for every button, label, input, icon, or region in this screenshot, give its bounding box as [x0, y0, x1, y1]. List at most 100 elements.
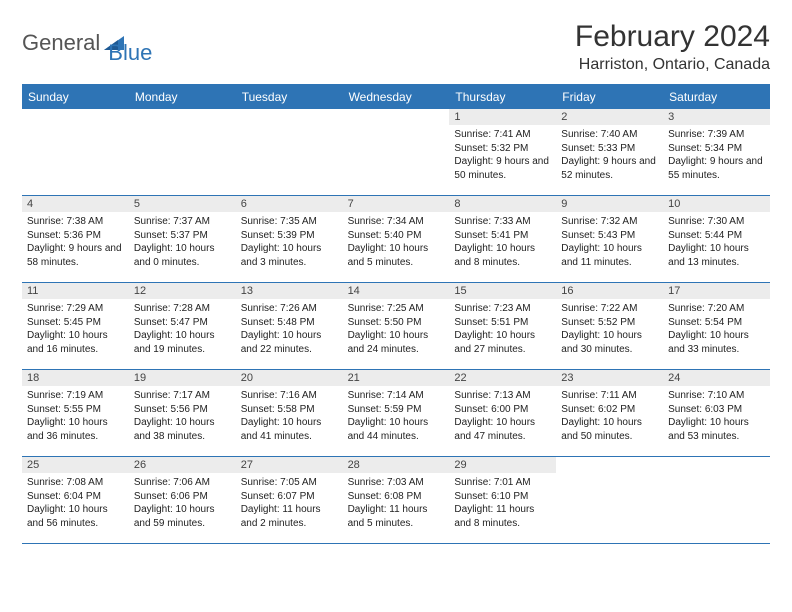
day-cell: 18Sunrise: 7:19 AMSunset: 5:55 PMDayligh… [22, 370, 129, 456]
sunrise-text: Sunrise: 7:35 AM [241, 215, 338, 229]
day-number: 4 [22, 196, 129, 212]
sunset-text: Sunset: 5:55 PM [27, 403, 124, 417]
day-details: Sunrise: 7:22 AMSunset: 5:52 PMDaylight:… [556, 299, 663, 359]
day-number: 11 [22, 283, 129, 299]
sunset-text: Sunset: 5:34 PM [668, 142, 765, 156]
day-number: 27 [236, 457, 343, 473]
sunrise-text: Sunrise: 7:19 AM [27, 389, 124, 403]
sunrise-text: Sunrise: 7:14 AM [348, 389, 445, 403]
day-details: Sunrise: 7:13 AMSunset: 6:00 PMDaylight:… [449, 386, 556, 446]
day-cell: 2Sunrise: 7:40 AMSunset: 5:33 PMDaylight… [556, 109, 663, 195]
daylight-text: Daylight: 10 hours and 13 minutes. [668, 242, 765, 269]
day-number: 6 [236, 196, 343, 212]
sunrise-text: Sunrise: 7:33 AM [454, 215, 551, 229]
sunrise-text: Sunrise: 7:30 AM [668, 215, 765, 229]
calendar-bottom-border [22, 543, 770, 544]
day-number: 26 [129, 457, 236, 473]
daylight-text: Daylight: 10 hours and 41 minutes. [241, 416, 338, 443]
weekday-header: SundayMondayTuesdayWednesdayThursdayFrid… [22, 86, 770, 108]
day-details: Sunrise: 7:23 AMSunset: 5:51 PMDaylight:… [449, 299, 556, 359]
day-number: 23 [556, 370, 663, 386]
sunrise-text: Sunrise: 7:20 AM [668, 302, 765, 316]
day-cell: . [663, 457, 770, 543]
day-details: Sunrise: 7:16 AMSunset: 5:58 PMDaylight:… [236, 386, 343, 446]
day-details: Sunrise: 7:01 AMSunset: 6:10 PMDaylight:… [449, 473, 556, 533]
daylight-text: Daylight: 10 hours and 30 minutes. [561, 329, 658, 356]
daylight-text: Daylight: 10 hours and 50 minutes. [561, 416, 658, 443]
day-cell: 23Sunrise: 7:11 AMSunset: 6:02 PMDayligh… [556, 370, 663, 456]
weekday-label: Saturday [663, 86, 770, 108]
sunset-text: Sunset: 5:58 PM [241, 403, 338, 417]
week-row: 4Sunrise: 7:38 AMSunset: 5:36 PMDaylight… [22, 195, 770, 282]
sunset-text: Sunset: 5:33 PM [561, 142, 658, 156]
sunset-text: Sunset: 6:10 PM [454, 490, 551, 504]
weekday-label: Thursday [449, 86, 556, 108]
sunrise-text: Sunrise: 7:13 AM [454, 389, 551, 403]
sunset-text: Sunset: 5:40 PM [348, 229, 445, 243]
day-cell: 22Sunrise: 7:13 AMSunset: 6:00 PMDayligh… [449, 370, 556, 456]
daylight-text: Daylight: 10 hours and 5 minutes. [348, 242, 445, 269]
sunrise-text: Sunrise: 7:06 AM [134, 476, 231, 490]
daylight-text: Daylight: 10 hours and 19 minutes. [134, 329, 231, 356]
daylight-text: Daylight: 10 hours and 11 minutes. [561, 242, 658, 269]
day-cell: 25Sunrise: 7:08 AMSunset: 6:04 PMDayligh… [22, 457, 129, 543]
week-row: 11Sunrise: 7:29 AMSunset: 5:45 PMDayligh… [22, 282, 770, 369]
sunrise-text: Sunrise: 7:17 AM [134, 389, 231, 403]
day-details: Sunrise: 7:35 AMSunset: 5:39 PMDaylight:… [236, 212, 343, 272]
day-number: 3 [663, 109, 770, 125]
sunrise-text: Sunrise: 7:22 AM [561, 302, 658, 316]
sunset-text: Sunset: 6:02 PM [561, 403, 658, 417]
daylight-text: Daylight: 9 hours and 55 minutes. [668, 155, 765, 182]
day-number: 20 [236, 370, 343, 386]
sunset-text: Sunset: 5:43 PM [561, 229, 658, 243]
day-details: Sunrise: 7:33 AMSunset: 5:41 PMDaylight:… [449, 212, 556, 272]
sunrise-text: Sunrise: 7:25 AM [348, 302, 445, 316]
day-details: Sunrise: 7:40 AMSunset: 5:33 PMDaylight:… [556, 125, 663, 185]
daylight-text: Daylight: 10 hours and 3 minutes. [241, 242, 338, 269]
sunset-text: Sunset: 6:08 PM [348, 490, 445, 504]
logo-text-general: General [22, 30, 100, 56]
daylight-text: Daylight: 10 hours and 56 minutes. [27, 503, 124, 530]
month-title: February 2024 [575, 20, 770, 54]
daylight-text: Daylight: 10 hours and 47 minutes. [454, 416, 551, 443]
weekday-label: Wednesday [343, 86, 450, 108]
daylight-text: Daylight: 10 hours and 53 minutes. [668, 416, 765, 443]
sunrise-text: Sunrise: 7:29 AM [27, 302, 124, 316]
day-details: Sunrise: 7:30 AMSunset: 5:44 PMDaylight:… [663, 212, 770, 272]
sunset-text: Sunset: 6:07 PM [241, 490, 338, 504]
daylight-text: Daylight: 9 hours and 58 minutes. [27, 242, 124, 269]
logo-text-blue: Blue [108, 40, 152, 66]
daylight-text: Daylight: 11 hours and 8 minutes. [454, 503, 551, 530]
sunrise-text: Sunrise: 7:34 AM [348, 215, 445, 229]
day-number: 1 [449, 109, 556, 125]
day-number: 5 [129, 196, 236, 212]
day-details: Sunrise: 7:39 AMSunset: 5:34 PMDaylight:… [663, 125, 770, 185]
day-cell: . [236, 109, 343, 195]
sunset-text: Sunset: 5:37 PM [134, 229, 231, 243]
day-cell: 20Sunrise: 7:16 AMSunset: 5:58 PMDayligh… [236, 370, 343, 456]
day-number: 13 [236, 283, 343, 299]
sunrise-text: Sunrise: 7:10 AM [668, 389, 765, 403]
day-details: Sunrise: 7:05 AMSunset: 6:07 PMDaylight:… [236, 473, 343, 533]
sunset-text: Sunset: 5:44 PM [668, 229, 765, 243]
weekday-label: Friday [556, 86, 663, 108]
sunrise-text: Sunrise: 7:38 AM [27, 215, 124, 229]
day-details: Sunrise: 7:34 AMSunset: 5:40 PMDaylight:… [343, 212, 450, 272]
day-number: 10 [663, 196, 770, 212]
day-details: Sunrise: 7:08 AMSunset: 6:04 PMDaylight:… [22, 473, 129, 533]
day-number: 9 [556, 196, 663, 212]
sunset-text: Sunset: 5:32 PM [454, 142, 551, 156]
sunset-text: Sunset: 5:36 PM [27, 229, 124, 243]
sunset-text: Sunset: 5:39 PM [241, 229, 338, 243]
day-cell: 1Sunrise: 7:41 AMSunset: 5:32 PMDaylight… [449, 109, 556, 195]
daylight-text: Daylight: 11 hours and 5 minutes. [348, 503, 445, 530]
day-cell: 11Sunrise: 7:29 AMSunset: 5:45 PMDayligh… [22, 283, 129, 369]
sunrise-text: Sunrise: 7:41 AM [454, 128, 551, 142]
day-cell: 17Sunrise: 7:20 AMSunset: 5:54 PMDayligh… [663, 283, 770, 369]
weekday-label: Sunday [22, 86, 129, 108]
daylight-text: Daylight: 10 hours and 44 minutes. [348, 416, 445, 443]
daylight-text: Daylight: 10 hours and 22 minutes. [241, 329, 338, 356]
day-number: 15 [449, 283, 556, 299]
day-cell: 14Sunrise: 7:25 AMSunset: 5:50 PMDayligh… [343, 283, 450, 369]
day-cell: 13Sunrise: 7:26 AMSunset: 5:48 PMDayligh… [236, 283, 343, 369]
